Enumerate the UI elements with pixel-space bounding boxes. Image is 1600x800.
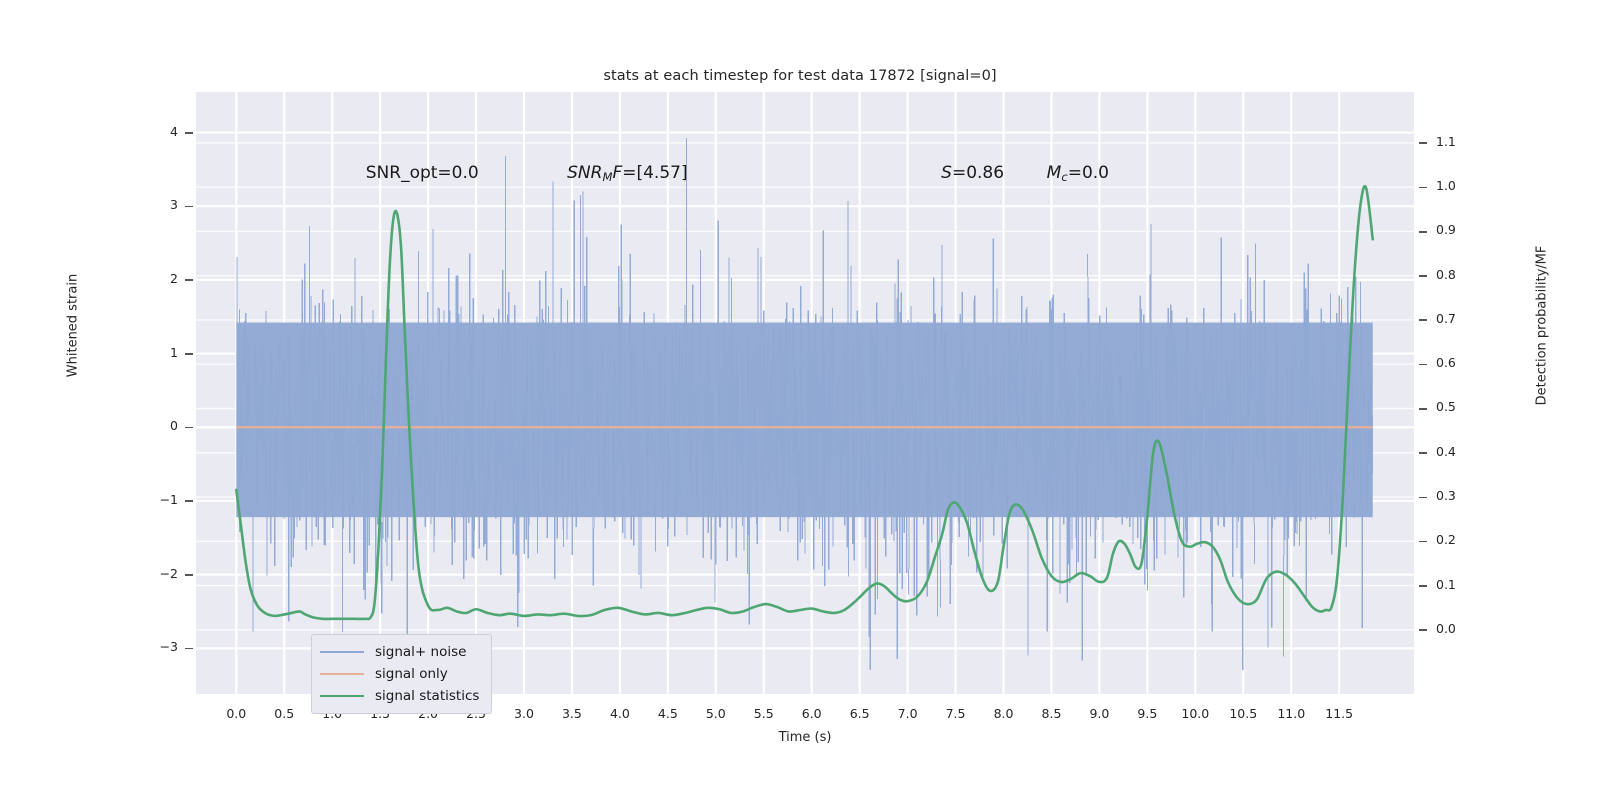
x-tick-label: 10.5 — [1229, 706, 1258, 721]
x-tick-label: 7.5 — [945, 706, 966, 721]
y-tick-label-left: 2 — [170, 270, 178, 286]
y-tick-label-right: 0.2 — [1436, 532, 1456, 548]
y-tick-label-left: 0 — [170, 418, 178, 434]
y-tick-label-left: 1 — [170, 344, 178, 360]
x-tick-label: 4.5 — [657, 706, 678, 721]
x-tick-label: 7.0 — [897, 706, 918, 721]
y-tick-label-right: 1.1 — [1436, 133, 1456, 149]
legend-line-swatch — [320, 651, 364, 653]
x-tick-label: 8.0 — [993, 706, 1014, 721]
y-tick-label-left: 3 — [170, 197, 178, 213]
x-tick-label: 3.0 — [514, 706, 534, 721]
y-tick-mark-right — [1419, 275, 1427, 277]
y-tick-label-right: 0.9 — [1436, 222, 1456, 238]
y-tick-mark-right — [1419, 629, 1427, 631]
y-tick-mark-right — [1419, 319, 1427, 322]
plot-area — [196, 92, 1414, 694]
y-tick-mark-left — [185, 574, 193, 576]
legend-label: signal statistics — [375, 688, 480, 704]
y-tick-mark-left — [185, 353, 193, 355]
y-tick-label-right: 0.4 — [1436, 443, 1456, 459]
annotation-snr-mf: SNRMF=[4.57] — [567, 163, 688, 185]
x-tick-label: 5.0 — [705, 706, 726, 721]
y-tick-label-right: 0.5 — [1436, 399, 1456, 415]
y-tick-mark-left — [185, 647, 193, 650]
legend-line-swatch — [320, 695, 364, 697]
legend-item[interactable]: signal+ noise — [320, 641, 479, 663]
x-tick-label: 4.0 — [609, 706, 630, 721]
x-tick-label: 3.5 — [561, 706, 582, 721]
y-tick-mark-left — [185, 279, 193, 281]
y-tick-mark-left — [185, 426, 193, 429]
x-tick-label: 6.5 — [849, 706, 870, 721]
y-tick-label-left: 4 — [170, 123, 178, 139]
y-axis-left-label: Whitened strain — [65, 273, 81, 378]
annotation-snr-opt: SNR_opt=0.0 — [365, 163, 479, 184]
y-tick-mark-right — [1419, 452, 1427, 454]
x-tick-label: 0.0 — [226, 706, 247, 721]
annotation-statistic-s: S=0.86 — [941, 163, 1005, 184]
legend-line-swatch — [320, 673, 364, 675]
y-tick-label-right: 0.1 — [1436, 576, 1456, 592]
y-tick-label-left: −2 — [159, 565, 178, 581]
legend-label: signal only — [375, 666, 448, 682]
y-tick-label-left: −1 — [159, 491, 178, 507]
y-tick-mark-right — [1419, 363, 1427, 366]
y-axis-right-label: Detection probability/MF — [1534, 245, 1550, 406]
y-tick-label-right: 0.8 — [1436, 266, 1456, 282]
y-tick-mark-right — [1419, 142, 1427, 144]
y-tick-label-right: 0.3 — [1436, 488, 1456, 504]
x-axis-label: Time (s) — [778, 730, 832, 745]
x-tick-label: 9.0 — [1089, 706, 1110, 721]
y-tick-mark-left — [185, 500, 193, 503]
page-title: stats at each timestep for test data 178… — [603, 68, 997, 84]
x-tick-label: 9.5 — [1137, 706, 1158, 721]
y-tick-label-right: 0.7 — [1436, 310, 1456, 326]
y-tick-mark-left — [185, 205, 193, 208]
y-tick-mark-left — [185, 132, 193, 134]
x-tick-label: 6.0 — [801, 706, 822, 721]
y-tick-mark-right — [1419, 540, 1427, 543]
y-tick-mark-right — [1419, 407, 1427, 410]
x-tick-label: 0.5 — [274, 706, 295, 721]
x-tick-label: 11.5 — [1325, 706, 1354, 721]
y-tick-mark-right — [1419, 585, 1427, 587]
legend-item[interactable]: signal only — [320, 663, 479, 685]
y-tick-label-left: −3 — [159, 639, 178, 655]
legend-label: signal+ noise — [375, 644, 467, 660]
legend-item[interactable]: signal statistics — [320, 685, 479, 707]
legend: signal+ noise signal only signal statistic… — [311, 634, 493, 714]
y-tick-label-right: 0.6 — [1436, 355, 1456, 371]
y-tick-mark-right — [1419, 186, 1427, 189]
x-tick-label: 5.5 — [753, 706, 774, 721]
y-tick-label-right: 0.0 — [1436, 620, 1456, 636]
y-tick-mark-right — [1419, 496, 1427, 499]
annotation-chirp-mass: Mc=0.0 — [1046, 163, 1109, 185]
x-tick-label: 8.5 — [1041, 706, 1062, 721]
y-tick-mark-right — [1419, 230, 1427, 233]
data-series-layer — [234, 137, 1375, 671]
x-tick-label: 10.0 — [1181, 706, 1210, 721]
x-tick-label: 11.0 — [1277, 706, 1306, 721]
y-tick-label-right: 1.0 — [1436, 178, 1456, 194]
